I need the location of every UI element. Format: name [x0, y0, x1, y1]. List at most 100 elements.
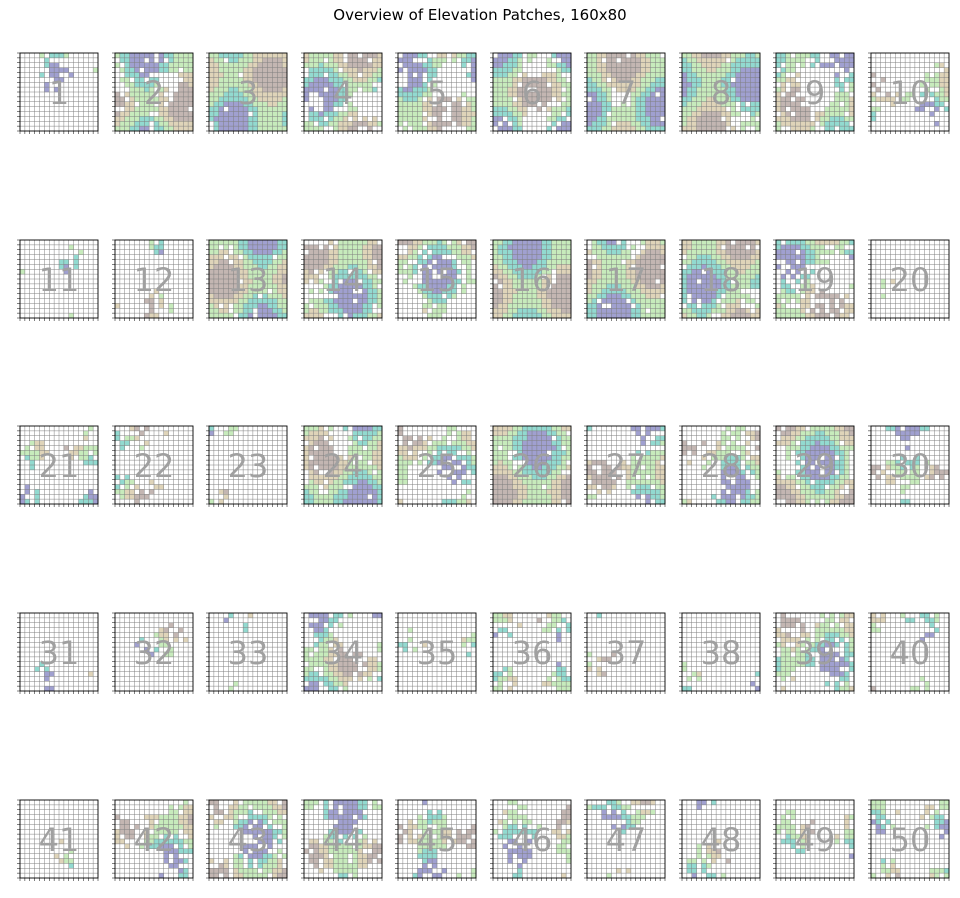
patch-cell [541, 279, 547, 285]
patch-cell [682, 126, 688, 132]
patch-cell [158, 240, 164, 246]
patch-cell [338, 53, 344, 59]
patch-cell [267, 92, 273, 98]
patch-cell [790, 92, 796, 98]
patch-cell [223, 293, 229, 299]
patch-cell [238, 283, 244, 289]
patch-cell [800, 274, 806, 280]
patch-cell [844, 92, 850, 98]
patch-cell [333, 465, 339, 471]
patch-cell [461, 62, 467, 68]
patch-cell [218, 126, 224, 132]
patch-cell [352, 57, 358, 63]
patch-cell [849, 111, 855, 117]
patch-cell [308, 53, 314, 59]
patch-cell [561, 298, 567, 304]
patch-cell [691, 57, 697, 63]
patch-cell [601, 96, 607, 102]
patch-cell [124, 53, 130, 59]
patch-cell [630, 77, 636, 83]
patch-cell [682, 53, 688, 59]
patch-cell [304, 465, 310, 471]
patch-cell [243, 264, 249, 270]
patch-cell [367, 62, 373, 68]
patch-cell [362, 430, 368, 436]
patch-cell [347, 111, 353, 117]
patch-cell [711, 96, 717, 102]
patch-cell [645, 254, 651, 260]
patch-cell [566, 264, 572, 270]
patch-cell [541, 244, 547, 250]
patch-cell [716, 111, 722, 117]
patch-cell [711, 121, 717, 127]
patch-cell [635, 283, 641, 289]
patch-cell [323, 254, 329, 260]
patch-cell [601, 82, 607, 88]
patch-cell [611, 126, 617, 132]
patch-cell [412, 264, 418, 270]
patch-cell [551, 77, 557, 83]
patch-cell [591, 67, 597, 73]
patch-cell [730, 53, 736, 59]
patch-cell [313, 435, 319, 441]
patch-cell [755, 313, 761, 319]
patch-cell [252, 283, 258, 289]
patch-cell [601, 240, 607, 246]
patch-cell [716, 303, 722, 309]
patch-cell [566, 240, 572, 246]
patch-cell [844, 57, 850, 63]
patch-cell [328, 121, 334, 127]
patch-cell [178, 92, 184, 98]
patch-cell [655, 116, 661, 122]
patch-cell [682, 269, 688, 275]
patch-cell [238, 116, 244, 122]
patch-cell [512, 116, 518, 122]
patch-cell [238, 67, 244, 73]
patch-cell [362, 240, 368, 246]
patch-cell [333, 254, 339, 260]
patch-cell [417, 101, 423, 107]
patch-cell [740, 96, 746, 102]
patch-cell [497, 313, 503, 319]
patch-cell [691, 264, 697, 270]
patch-cell [318, 92, 324, 98]
patch-cell [262, 126, 268, 132]
patch-cell [601, 274, 607, 280]
patch-cell [691, 82, 697, 88]
patch-cell [716, 101, 722, 107]
patch-cell [262, 101, 268, 107]
patch-frame [775, 239, 855, 319]
patch-cell [313, 111, 319, 117]
patch-21: 21 [17, 425, 99, 507]
patch-cell [318, 279, 324, 285]
patch-cell [706, 274, 712, 280]
patch-cell [308, 435, 314, 441]
patch-cell [502, 87, 508, 93]
patch-cell [745, 87, 751, 93]
patch-cell [333, 53, 339, 59]
patch-cell [446, 279, 452, 285]
patch-cell [795, 96, 801, 102]
patch-cell [178, 87, 184, 93]
patch-cell [352, 450, 358, 456]
patch-cell [277, 259, 283, 265]
patch-cell [640, 254, 646, 260]
patch-cell [556, 274, 562, 280]
patch-cell [272, 82, 278, 88]
patch-cell [721, 288, 727, 294]
patch-cell [536, 106, 542, 112]
patch-cell [78, 455, 84, 461]
patch-cell [556, 106, 562, 112]
patch-cell [606, 313, 612, 319]
patch-cell [810, 244, 816, 250]
patch-cell [398, 101, 404, 107]
patch-cell [267, 303, 273, 309]
patch-cell [233, 62, 239, 68]
patch-cell [437, 264, 443, 270]
patch-cell [362, 308, 368, 314]
patch-cell [635, 62, 641, 68]
patch-cell [223, 279, 229, 285]
patch-cell [422, 303, 428, 309]
patch-cell [512, 57, 518, 63]
patch-cell [844, 293, 850, 299]
